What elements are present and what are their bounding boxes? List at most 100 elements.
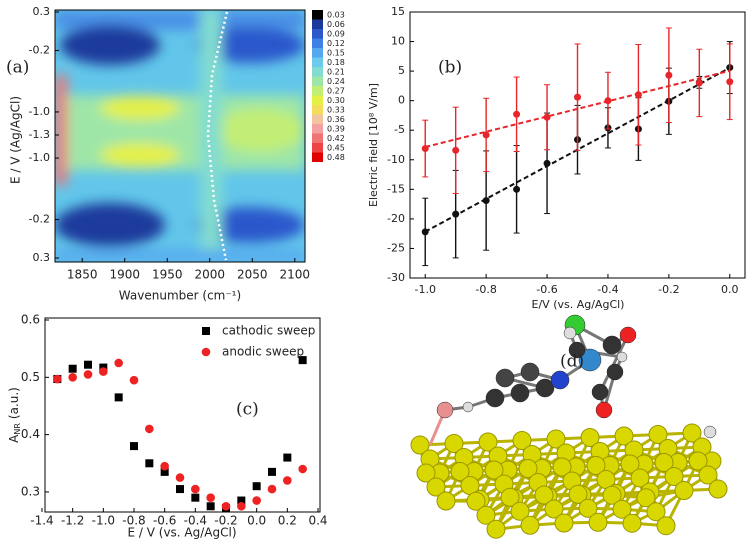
point: [252, 482, 261, 491]
point: [129, 375, 139, 385]
colorbar-cell: [312, 133, 323, 143]
colorbar-label: 0.42: [327, 134, 345, 143]
y-axis-label: Electric field [10⁸ V/m]: [367, 83, 380, 207]
blob: [60, 25, 160, 65]
colorbar-cell: [312, 114, 323, 124]
colorbar-label: 0.30: [327, 96, 345, 105]
y-tick-label: -1.3: [29, 128, 50, 141]
point: [160, 461, 169, 471]
atom: [616, 351, 628, 363]
point: [543, 113, 551, 121]
point: [267, 484, 277, 494]
atom: [682, 423, 702, 443]
atom: [486, 519, 506, 539]
point: [634, 91, 642, 99]
x-tick-label: -1.0: [92, 514, 115, 528]
atom: [578, 348, 602, 372]
atom: [416, 463, 436, 483]
y-tick-label: 0: [398, 94, 405, 107]
x-tick-label: -0.4: [184, 514, 207, 528]
atom: [552, 457, 572, 477]
atom: [462, 401, 474, 413]
point: [513, 110, 521, 118]
atom: [410, 435, 430, 455]
x-tick-label: 2100: [280, 268, 311, 282]
atom: [568, 484, 588, 504]
point: [695, 79, 703, 87]
colorbar-label: 0.06: [327, 20, 345, 29]
colorbar-label: 0.45: [327, 143, 345, 152]
atom: [591, 383, 609, 401]
atom: [636, 488, 656, 508]
point: [298, 464, 307, 474]
atom: [602, 485, 622, 505]
atom: [622, 513, 642, 533]
x-tick-label: -1.4: [30, 514, 53, 528]
atom: [510, 383, 530, 403]
x-tick-label: 2050: [237, 268, 268, 282]
point: [574, 93, 581, 101]
atom: [520, 515, 540, 535]
y-tick-label: 0.3: [33, 5, 51, 18]
atom: [518, 459, 538, 478]
atom: [703, 425, 717, 439]
atom: [444, 434, 464, 453]
atom: [654, 453, 674, 472]
atom: [500, 487, 520, 507]
point: [237, 496, 246, 505]
x-tick-label: -1.2: [61, 514, 84, 528]
x-tick-label: 0.0: [721, 283, 739, 296]
y-tick-label: -15: [387, 182, 405, 195]
peak-trace: [206, 11, 229, 261]
y-tick-label: -30: [387, 271, 405, 284]
colorbar-cell: [312, 143, 323, 153]
point: [176, 485, 184, 494]
y-tick-label: 0.4: [21, 427, 40, 441]
atom: [588, 512, 608, 532]
point: [513, 185, 521, 193]
colorbar-cell: [312, 105, 323, 115]
atom: [586, 456, 606, 475]
point: [84, 360, 92, 369]
colorbar-label: 0.09: [327, 29, 345, 38]
x-tick-label: 1850: [67, 268, 98, 282]
point: [114, 393, 123, 402]
colorbar-cell: [312, 19, 323, 29]
point: [68, 364, 77, 373]
y-tick-label: -20: [387, 212, 405, 225]
y-axis-label-sub: NR: [13, 423, 22, 435]
atom: [688, 451, 708, 471]
y-tick-label: 0.3: [33, 251, 51, 264]
atom: [708, 479, 728, 499]
atom: [614, 426, 634, 446]
y-tick-label: -1.0: [29, 151, 50, 164]
colorbar-label: 0.18: [327, 58, 345, 67]
colorbar-cell: [312, 67, 323, 77]
atom: [512, 431, 532, 450]
colorbar-label: 0.33: [327, 105, 345, 114]
panel-label: (a): [6, 58, 29, 78]
x-tick-label: 1950: [152, 268, 183, 282]
legend-marker: [202, 327, 210, 335]
x-tick-label: -0.6: [536, 283, 557, 296]
point: [452, 146, 460, 154]
panel-label: (d): [560, 352, 584, 372]
atom: [554, 513, 574, 533]
y-tick-label: 0.3: [21, 484, 40, 498]
point: [252, 496, 261, 505]
y-axis-label: E / V (Ag/AgCl): [9, 96, 23, 184]
atom: [619, 326, 637, 344]
y-tick-label: 0.5: [21, 370, 40, 384]
atom: [476, 505, 496, 525]
contour-fill: [55, 10, 305, 262]
point: [283, 453, 292, 462]
colorbar-cell: [312, 38, 323, 48]
point: [206, 502, 215, 511]
atom: [630, 468, 650, 488]
point: [543, 159, 551, 167]
colorbar-cell: [312, 152, 323, 162]
point: [53, 374, 62, 384]
atom: [646, 502, 666, 522]
panel-label: (c): [236, 400, 259, 420]
